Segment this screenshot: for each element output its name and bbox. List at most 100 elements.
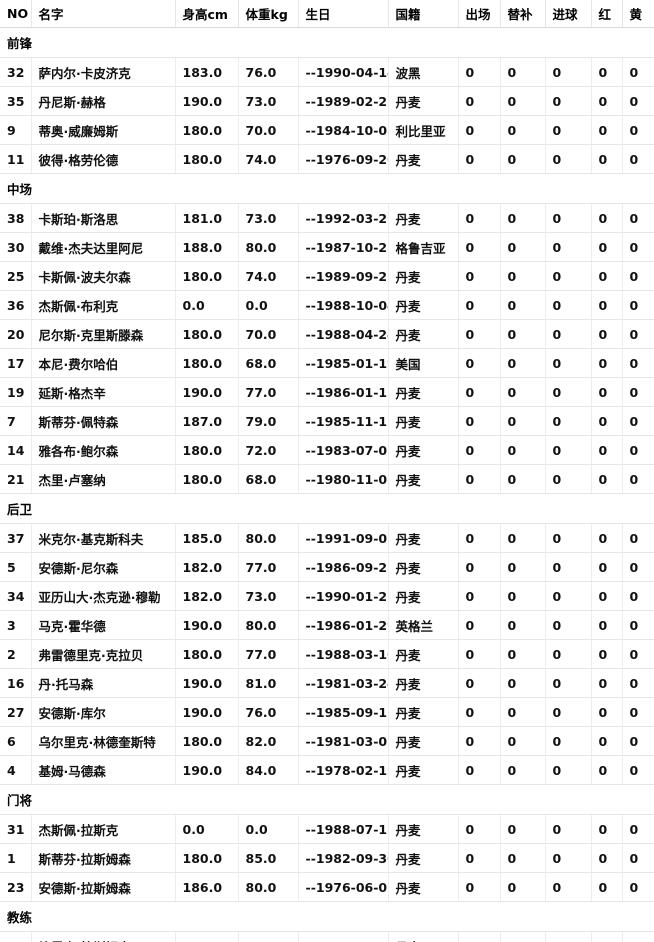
cell-red: 0 <box>591 843 623 873</box>
table-row[interactable]: 0埃里克·拉斯姆森0.00.01960-12-31丹麦00000 <box>0 931 654 942</box>
column-header-height[interactable]: 身高cm <box>175 0 239 28</box>
table-row[interactable]: 14 雅各布·鲍尔森 180.0 72.0 --1983-07-07 丹麦 0 0 0 0 0 <box>0 435 654 465</box>
table-row[interactable]: 17 本尼·费尔哈伯 180.0 68.0 --1985-01-19 美国 0 0 0 0 0 <box>0 348 654 378</box>
cell-name[interactable]: 丹尼斯·赫格 <box>31 86 176 116</box>
cell-yellow: 0 <box>622 319 654 349</box>
cell-name[interactable]: 延斯·格杰辛 <box>31 377 176 407</box>
cell-nat: 丹麦 <box>388 931 459 942</box>
table-row[interactable]: 7 斯蒂芬·佩特森 187.0 79.0 --1985-11-15 丹麦 0 0 0 0 0 <box>0 406 654 436</box>
section-title: 前锋 <box>0 27 654 58</box>
cell-sub: 0 <box>500 697 546 727</box>
column-header-red[interactable]: 红 <box>591 0 623 28</box>
cell-height: 187.0 <box>175 406 239 436</box>
cell-sub: 0 <box>500 843 546 873</box>
column-header-weight[interactable]: 体重kg <box>238 0 299 28</box>
cell-name[interactable]: 杰斯佩·拉斯克 <box>31 814 176 844</box>
column-header-yellow[interactable]: 黄 <box>622 0 654 28</box>
cell-name[interactable]: 杰里·卢塞纳 <box>31 464 176 494</box>
table-row[interactable]: 1 斯蒂芬·拉斯姆森 180.0 85.0 --1982-09-30 丹麦 0 0 0 0 0 <box>0 843 654 873</box>
table-row[interactable]: 9 蒂奥·威廉姆斯 180.0 70.0 --1984-10-08 利比里亚 0 0 0 0 0 <box>0 115 654 145</box>
table-row[interactable]: 38 卡斯珀·斯洛思 181.0 73.0 --1992-03-26 丹麦 0 0 0 0 0 <box>0 203 654 233</box>
column-header-name[interactable]: 名字 <box>31 0 176 28</box>
cell-app: 0 <box>458 552 501 582</box>
cell-name[interactable]: 杰斯佩·布利克 <box>31 290 176 320</box>
cell-name[interactable]: 埃里克·拉斯姆森 <box>31 931 176 942</box>
cell-app: 0 <box>458 755 501 785</box>
cell-sub: 0 <box>500 144 546 174</box>
table-row[interactable]: 6 乌尔里克·林德奎斯特 180.0 82.0 --1981-03-05 丹麦 0 0 0 0 0 <box>0 726 654 756</box>
cell-name[interactable]: 弗雷德里克·克拉贝 <box>31 639 176 669</box>
table-row[interactable]: 31 杰斯佩·拉斯克 0.0 0.0 --1988-07-18 丹麦 0 0 0 0 0 <box>0 814 654 844</box>
cell-no: 31 <box>0 814 32 844</box>
cell-app: 0 <box>458 464 501 494</box>
cell-name[interactable]: 乌尔里克·林德奎斯特 <box>31 726 176 756</box>
cell-goal: 0 <box>545 931 592 942</box>
cell-weight: 0.0 <box>238 931 299 942</box>
column-header-birth[interactable]: 生日 <box>298 0 389 28</box>
cell-name[interactable]: 卡斯佩·波夫尔森 <box>31 261 176 291</box>
cell-name[interactable]: 基姆·马德森 <box>31 755 176 785</box>
cell-goal: 0 <box>545 86 592 116</box>
table-row[interactable]: 34 亚历山大·杰克逊·穆勒 182.0 73.0 --1990-01-21 丹麦 0 0 0 0… <box>0 581 654 611</box>
cell-no: 16 <box>0 668 32 698</box>
table-row[interactable]: 23 安德斯·拉斯姆森 186.0 80.0 --1976-06-01 丹麦 0 0 0 0 0 <box>0 872 654 902</box>
table-row[interactable]: 5 安德斯·尼尔森 182.0 77.0 --1986-09-28 丹麦 0 0 0 0 0 <box>0 552 654 582</box>
cell-name[interactable]: 戴维·杰夫达里阿尼 <box>31 232 176 262</box>
cell-name[interactable]: 安德斯·拉斯姆森 <box>31 872 176 902</box>
cell-name[interactable]: 尼尔斯·克里斯滕森 <box>31 319 176 349</box>
cell-weight: 77.0 <box>238 639 299 669</box>
cell-weight: 80.0 <box>238 232 299 262</box>
cell-app: 0 <box>458 203 501 233</box>
cell-name[interactable]: 米克尔·基克斯科夫 <box>31 523 176 553</box>
table-row[interactable]: 4 基姆·马德森 190.0 84.0 --1978-02-13 丹麦 0 0 0 0 0 <box>0 755 654 785</box>
cell-birth: --1986-09-28 <box>298 552 389 582</box>
table-row[interactable]: 35 丹尼斯·赫格 190.0 73.0 --1989-02-21 丹麦 0 0 0 0 0 <box>0 86 654 116</box>
cell-name[interactable]: 亚历山大·杰克逊·穆勒 <box>31 581 176 611</box>
cell-weight: 84.0 <box>238 755 299 785</box>
table-row[interactable]: 2 弗雷德里克·克拉贝 180.0 77.0 --1988-03-10 丹麦 0 0 0 0 0 <box>0 639 654 669</box>
table-row[interactable]: 27 安德斯·库尔 190.0 76.0 --1985-09-12 丹麦 0 0 0 0 0 <box>0 697 654 727</box>
cell-sub: 0 <box>500 872 546 902</box>
table-row[interactable]: 37 米克尔·基克斯科夫 185.0 80.0 --1991-09-05 丹麦 0 0 0 0 0 <box>0 523 654 553</box>
table-row[interactable]: 30 戴维·杰夫达里阿尼 188.0 80.0 --1987-10-28 格鲁吉亚 0 0 0 0… <box>0 232 654 262</box>
column-header-no[interactable]: NO <box>0 0 32 28</box>
cell-height: 180.0 <box>175 144 239 174</box>
table-row[interactable]: 32 萨内尔·卡皮济克 183.0 76.0 --1990-04-14 波黑 0 0 0 0 0 <box>0 57 654 87</box>
cell-name[interactable]: 丹·托马森 <box>31 668 176 698</box>
cell-name[interactable]: 卡斯珀·斯洛思 <box>31 203 176 233</box>
table-row[interactable]: 11 彼得·格劳伦德 180.0 74.0 --1976-09-20 丹麦 0 0 0 0 0 <box>0 144 654 174</box>
cell-yellow: 0 <box>622 668 654 698</box>
table-row[interactable]: 21 杰里·卢塞纳 180.0 68.0 --1980-11-08 丹麦 0 0 0 0 0 <box>0 464 654 494</box>
cell-name[interactable]: 彼得·格劳伦德 <box>31 144 176 174</box>
cell-goal: 0 <box>545 319 592 349</box>
cell-no: 3 <box>0 610 32 640</box>
cell-red: 0 <box>591 697 623 727</box>
cell-name[interactable]: 安德斯·尼尔森 <box>31 552 176 582</box>
table-row[interactable]: 25 卡斯佩·波夫尔森 180.0 74.0 --1989-09-26 丹麦 0 0 0 0 0 <box>0 261 654 291</box>
cell-app: 0 <box>458 843 501 873</box>
column-header-app[interactable]: 出场 <box>458 0 501 28</box>
cell-name[interactable]: 蒂奥·威廉姆斯 <box>31 115 176 145</box>
cell-name[interactable]: 马克·霍华德 <box>31 610 176 640</box>
table-row[interactable]: 19 延斯·格杰辛 190.0 77.0 --1986-01-13 丹麦 0 0 0 0 0 <box>0 377 654 407</box>
cell-no: 32 <box>0 57 32 87</box>
cell-no: 37 <box>0 523 32 553</box>
column-header-sub[interactable]: 替补 <box>500 0 546 28</box>
column-header-goal[interactable]: 进球 <box>545 0 592 28</box>
cell-name[interactable]: 萨内尔·卡皮济克 <box>31 57 176 87</box>
cell-height: 190.0 <box>175 86 239 116</box>
cell-app: 0 <box>458 290 501 320</box>
cell-name[interactable]: 斯蒂芬·佩特森 <box>31 406 176 436</box>
cell-name[interactable]: 斯蒂芬·拉斯姆森 <box>31 843 176 873</box>
table-row[interactable]: 3 马克·霍华德 190.0 80.0 --1986-01-29 英格兰 0 0 0 0 0 <box>0 610 654 640</box>
cell-yellow: 0 <box>622 115 654 145</box>
cell-yellow: 0 <box>622 931 654 942</box>
cell-name[interactable]: 本尼·费尔哈伯 <box>31 348 176 378</box>
cell-weight: 80.0 <box>238 610 299 640</box>
cell-name[interactable]: 雅各布·鲍尔森 <box>31 435 176 465</box>
table-row[interactable]: 36 杰斯佩·布利克 0.0 0.0 --1988-10-04 丹麦 0 0 0 0 0 <box>0 290 654 320</box>
column-header-nat[interactable]: 国籍 <box>388 0 459 28</box>
table-row[interactable]: 20 尼尔斯·克里斯滕森 180.0 70.0 --1988-04-24 丹麦 0 0 0 0 0 <box>0 319 654 349</box>
table-row[interactable]: 16 丹·托马森 190.0 81.0 --1981-03-24 丹麦 0 0 0 0 0 <box>0 668 654 698</box>
cell-name[interactable]: 安德斯·库尔 <box>31 697 176 727</box>
